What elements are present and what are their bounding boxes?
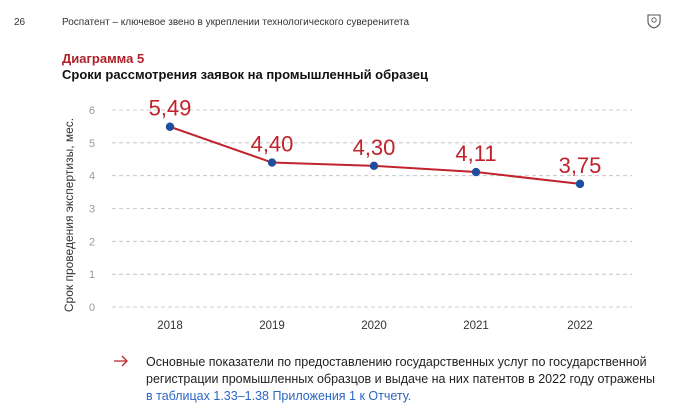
x-tick-label: 2018 [157, 320, 183, 332]
y-tick-label: 3 [89, 204, 95, 216]
note-text: Основные показатели по предоставлению го… [146, 354, 656, 405]
x-tick-label: 2021 [463, 320, 489, 332]
line-chart: 0 1 2 3 4 5 6 Срок проведения экспертизы, мес. 2… [62, 96, 632, 332]
x-tick-label: 2020 [361, 320, 387, 332]
y-axis-label: Срок проведения экспертизы, мес. [62, 118, 76, 312]
y-tick-label: 0 [89, 302, 95, 314]
data-point [471, 167, 481, 177]
y-tick-label: 6 [89, 105, 95, 117]
x-tick-label: 2019 [259, 320, 285, 332]
arrow-right-icon [114, 355, 128, 367]
data-point [369, 161, 379, 171]
data-label: 4,30 [353, 135, 396, 160]
running-title: Роспатент – ключевое звено в укреплении … [62, 17, 410, 28]
y-tick-label: 2 [89, 236, 95, 248]
data-point [575, 179, 585, 189]
data-point [267, 158, 277, 167]
chart-kicker: Диаграмма 5 [62, 51, 145, 66]
data-label: 3,75 [559, 153, 602, 178]
appendix-link[interactable]: в таблицах 1.33–1.38 Приложения 1 к Отче… [146, 389, 412, 403]
data-label: 5,49 [149, 96, 192, 121]
data-label: 4,11 [455, 141, 496, 166]
note-body: Основные показатели по предоставлению го… [146, 355, 655, 386]
data-point [165, 122, 175, 131]
emblem-shield-icon [647, 14, 661, 29]
y-tick-label: 1 [89, 269, 95, 281]
y-tick-label: 5 [89, 138, 95, 150]
x-tick-label: 2022 [567, 320, 593, 332]
page-number: 26 [14, 17, 26, 28]
data-label: 4,40 [251, 132, 294, 157]
chart-title: Сроки рассмотрения заявок на промышленны… [62, 67, 428, 82]
y-tick-label: 4 [89, 171, 95, 183]
